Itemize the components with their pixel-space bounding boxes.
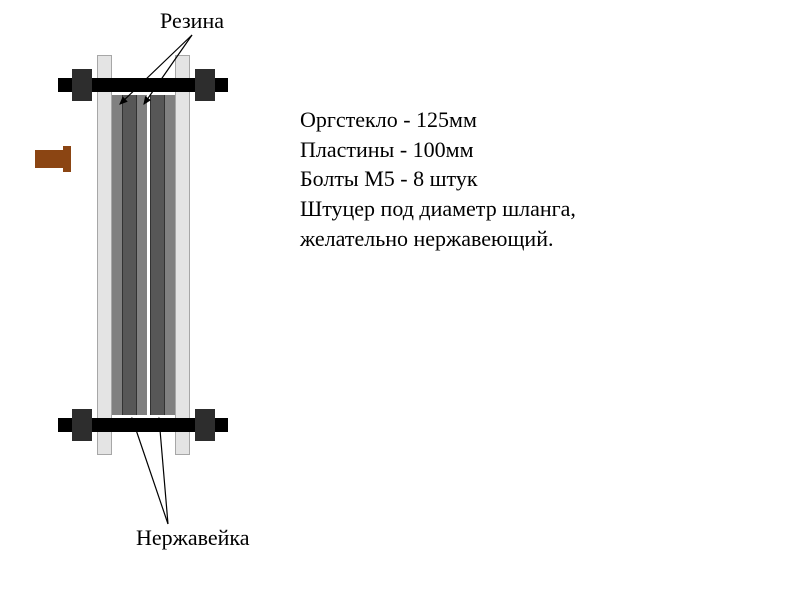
steel-plate-2 <box>150 95 165 415</box>
bottom-nut-right <box>195 409 215 441</box>
top-nut-left <box>72 69 92 101</box>
spec-line-2: Болты М5 - 8 штук <box>300 164 576 194</box>
rubber-2 <box>165 95 175 415</box>
spec-block: Оргстекло - 125мм Пластины - 100мм Болты… <box>300 105 576 253</box>
spec-line-1: Пластины - 100мм <box>300 135 576 165</box>
steel-plate-1 <box>122 95 137 415</box>
diagram-canvas: Резина Нержавейка Оргстекло - 125мм Плас… <box>0 0 800 600</box>
rubber-center <box>137 95 147 415</box>
label-top-rubber: Резина <box>160 8 224 34</box>
top-nut-right <box>195 69 215 101</box>
label-bottom-steel: Нержавейка <box>136 525 250 551</box>
plexiglass-left <box>97 55 112 455</box>
spec-line-4: желательно нержавеющий. <box>300 224 576 254</box>
spec-line-3: Штуцер под диаметр шланга, <box>300 194 576 224</box>
rubber-1 <box>112 95 122 415</box>
spec-line-0: Оргстекло - 125мм <box>300 105 576 135</box>
plexiglass-right <box>175 55 190 455</box>
bottom-nut-left <box>72 409 92 441</box>
fitting-tube <box>35 150 65 168</box>
